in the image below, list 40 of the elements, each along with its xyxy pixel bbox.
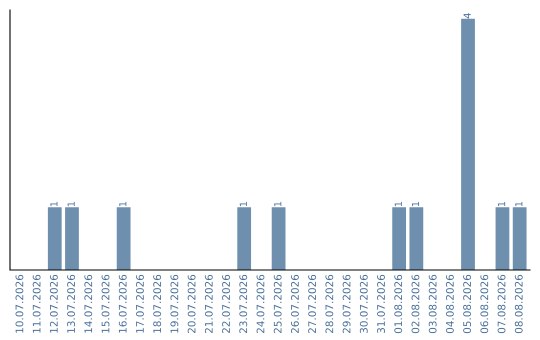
x-tick-label: 17.07.2026 <box>136 274 144 333</box>
x-tick-label: 07.08.2026 <box>498 274 506 334</box>
x-tick-label: 02.08.2026 <box>412 274 420 334</box>
x-tick-label: 05.08.2026 <box>463 274 472 334</box>
x-tick-label: 25.07.2026 <box>274 274 282 334</box>
data-label: 1 <box>412 202 420 206</box>
x-tick-label: 16.07.2026 <box>118 274 127 333</box>
data-label: 1 <box>274 202 282 206</box>
data-label: 1 <box>515 202 522 206</box>
x-tick-label: 22.07.2026 <box>222 274 230 334</box>
x-tick-label: 12.07.2026 <box>50 274 58 333</box>
x-tick-label: 29.07.2026 <box>342 274 351 334</box>
data-label: 1 <box>50 202 58 206</box>
data-label: 1 <box>119 202 126 206</box>
x-tick-label: 21.07.2026 <box>204 274 213 334</box>
data-label: 1 <box>498 202 506 206</box>
x-tick-label: 19.07.2026 <box>170 274 178 333</box>
x-tick-label: 28.07.2026 <box>325 274 334 334</box>
x-tick-label: 06.08.2026 <box>480 274 488 334</box>
data-label: 1 <box>240 202 247 206</box>
data-label: 4 <box>464 13 471 18</box>
data-label: 1 <box>68 202 75 206</box>
x-tick-label: 26.07.2026 <box>290 274 299 334</box>
x-tick-label: 18.07.2026 <box>153 274 162 333</box>
x-tick-label: 11.07.2026 <box>32 274 41 333</box>
x-tick-label: 15.07.2026 <box>102 274 110 333</box>
x-tick-label: 04.08.2026 <box>446 274 454 334</box>
x-tick-label: 10.07.2026 <box>15 274 24 333</box>
data-label: 1 <box>394 202 402 206</box>
x-tick-label: 23.07.2026 <box>239 274 248 334</box>
x-tick-label: 14.07.2026 <box>84 274 92 333</box>
x-tick-label: 20.07.2026 <box>188 274 196 334</box>
x-tick-label: 31.07.2026 <box>377 274 385 334</box>
x-tick-label: 30.07.2026 <box>360 274 368 334</box>
x-tick-label: 27.07.2026 <box>308 274 316 334</box>
x-tick-label: 13.07.2026 <box>67 274 76 333</box>
x-tick-label: 24.07.2026 <box>256 274 264 334</box>
x-tick-label: 03.08.2026 <box>428 274 437 334</box>
x-tick-label: 01.08.2026 <box>394 274 402 334</box>
x-tick-label: 08.08.2026 <box>514 274 523 334</box>
